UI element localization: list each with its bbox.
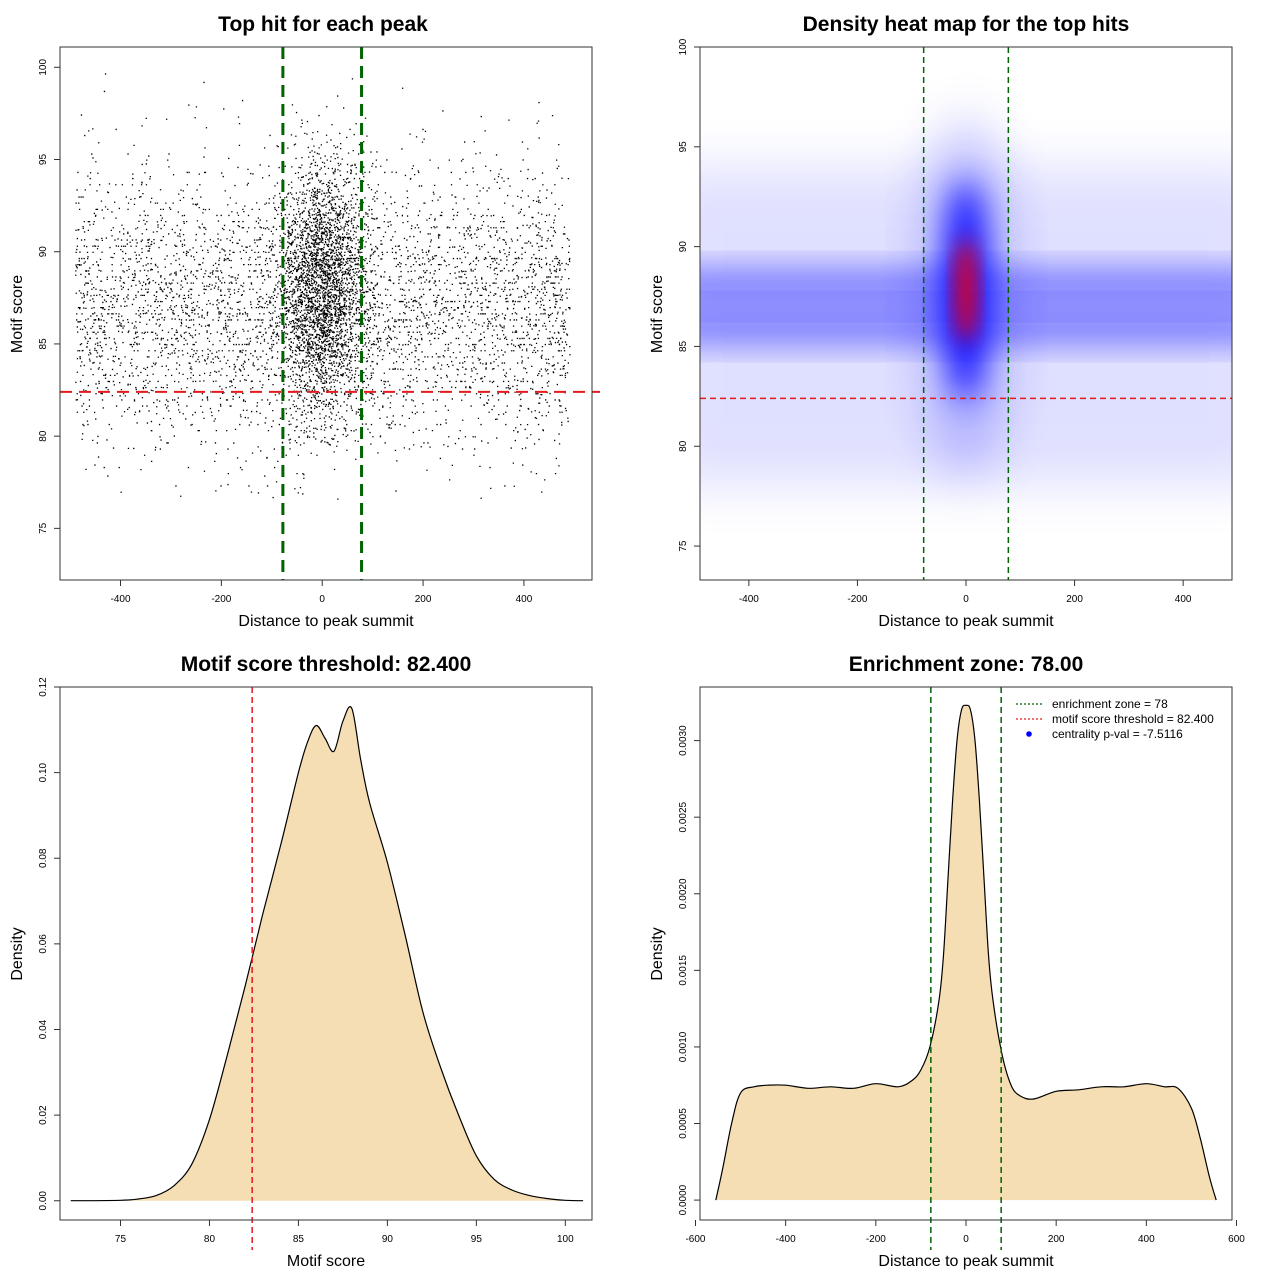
distance-density-x-tick-label: 0 bbox=[963, 1234, 969, 1245]
distance-density-x-tick-label: -600 bbox=[685, 1234, 705, 1245]
score-density-plot-frame bbox=[59, 686, 593, 1221]
distance-density-y-axis-label: Density bbox=[649, 927, 666, 980]
scatter-x-axis-label: Distance to peak summit bbox=[238, 613, 414, 630]
score-density-title: Motif score threshold: 82.400 bbox=[181, 653, 472, 676]
heatmap-x-tick-label: -200 bbox=[847, 594, 867, 605]
scatter-axes: -400 -200 0 200 400 75 80 85 90 95 100 bbox=[38, 46, 593, 605]
distance-density-legend: enrichment zone = 78 motif score thresho… bbox=[1016, 697, 1214, 741]
legend-threshold-label: motif score threshold = 82.400 bbox=[1052, 712, 1214, 726]
scatter-x-tick-label: 200 bbox=[415, 594, 432, 605]
score-density-x-tick-label: 80 bbox=[204, 1234, 216, 1245]
distance-density-axes: -600 -400 -200 0 200 400 600 0.0000 0.0005 0.0010… bbox=[678, 686, 1245, 1245]
score-density-x-axis-label: Motif score bbox=[287, 1253, 365, 1270]
score-density-x-tick-label: 95 bbox=[471, 1234, 483, 1245]
distance-density-fill bbox=[715, 705, 1217, 1201]
distance-density-x-tick-label: 600 bbox=[1228, 1234, 1245, 1245]
distance-density-x-tick-label: 400 bbox=[1138, 1234, 1155, 1245]
heatmap-x-tick-label: 400 bbox=[1175, 594, 1192, 605]
scatter-reference-lines bbox=[60, 47, 600, 580]
score-density-x-tick-label: 85 bbox=[293, 1234, 305, 1245]
score-density-x-tick-label: 75 bbox=[115, 1234, 127, 1245]
heatmap-y-tick-label: 75 bbox=[678, 540, 689, 552]
scatter-x-tick-label: -200 bbox=[211, 594, 231, 605]
scatter-y-tick-label: 80 bbox=[38, 430, 49, 442]
heatmap-reference-lines bbox=[700, 47, 1232, 580]
distance-density-x-tick-label: -200 bbox=[866, 1234, 886, 1245]
distance-density-title: Enrichment zone: 78.00 bbox=[849, 653, 1084, 676]
scatter-plot-frame bbox=[59, 46, 593, 581]
heatmap-panel: Density heat map for the top hits Distan… bbox=[649, 13, 1233, 630]
score-density-y-axis-label: Density bbox=[9, 927, 26, 980]
heatmap-density bbox=[700, 47, 1232, 580]
score-density-y-tick-label: 0.04 bbox=[38, 1019, 49, 1039]
scatter-y-tick-label: 95 bbox=[38, 154, 49, 166]
heatmap-x-tick-label: -400 bbox=[739, 594, 759, 605]
score-density-y-tick-label: 0.12 bbox=[38, 677, 49, 697]
score-density-area bbox=[70, 706, 584, 1202]
legend-pval-label: centrality p-val = -7.5116 bbox=[1052, 727, 1183, 741]
score-density-fill bbox=[70, 706, 584, 1201]
legend-enrichment-label: enrichment zone = 78 bbox=[1052, 697, 1168, 711]
score-density-x-tick-label: 100 bbox=[557, 1234, 574, 1245]
distance-density-area bbox=[715, 704, 1217, 1201]
heatmap-y-axis-label: Motif score bbox=[649, 275, 666, 353]
distance-density-y-tick-label: 0.0000 bbox=[678, 1184, 689, 1215]
score-density-x-tick-label: 90 bbox=[382, 1234, 394, 1245]
scatter-y-tick-label: 85 bbox=[38, 338, 49, 350]
heatmap-x-axis-label: Distance to peak summit bbox=[878, 613, 1054, 630]
heatmap-title: Density heat map for the top hits bbox=[803, 13, 1130, 36]
scatter-x-tick-label: 400 bbox=[516, 594, 533, 605]
distance-density-y-tick-label: 0.0020 bbox=[678, 878, 689, 909]
distance-density-x-axis-label: Distance to peak summit bbox=[878, 1253, 1054, 1270]
heatmap-x-tick-label: 0 bbox=[963, 594, 969, 605]
distance-density-x-tick-label: -400 bbox=[776, 1234, 796, 1245]
score-density-y-tick-label: 0.10 bbox=[38, 762, 49, 782]
scatter-x-tick-label: -400 bbox=[111, 594, 131, 605]
score-density-y-tick-label: 0.06 bbox=[38, 934, 49, 954]
heatmap-hotspot bbox=[956, 238, 976, 343]
scatter-panel: Top hit for each peak Distance to peak s… bbox=[9, 13, 600, 630]
distance-density-y-tick-label: 0.0030 bbox=[678, 725, 689, 756]
score-density-curve bbox=[70, 706, 584, 1202]
heatmap-x-tick-label: 200 bbox=[1066, 594, 1083, 605]
score-density-y-tick-label: 0.08 bbox=[38, 848, 49, 868]
score-density-panel: Motif score threshold: 82.400 Motif scor… bbox=[9, 653, 593, 1270]
scatter-y-axis-label: Motif score bbox=[9, 275, 26, 353]
heatmap-axes: -400 -200 0 200 400 75 80 85 90 95 100 bbox=[678, 38, 1233, 605]
scatter-y-tick-label: 100 bbox=[38, 59, 49, 76]
distance-density-reference-lines bbox=[930, 687, 1002, 1250]
distance-density-y-tick-label: 0.0025 bbox=[678, 801, 689, 832]
heatmap-y-tick-label: 90 bbox=[678, 241, 689, 253]
heatmap-y-tick-label: 100 bbox=[678, 38, 689, 55]
heatmap-y-tick-label: 80 bbox=[678, 440, 689, 452]
distance-density-y-tick-label: 0.0010 bbox=[678, 1031, 689, 1062]
distance-density-y-tick-label: 0.0005 bbox=[678, 1108, 689, 1139]
score-density-axes: 75 80 85 90 95 100 0.00 0.02 0.04 0.06 0.08 0.10 0.1… bbox=[38, 677, 593, 1245]
heatmap-y-tick-label: 85 bbox=[678, 340, 689, 352]
distance-density-x-tick-label: 200 bbox=[1048, 1234, 1065, 1245]
distance-density-panel: Enrichment zone: 78.00 Distance to peak … bbox=[649, 653, 1245, 1270]
score-density-y-tick-label: 0.02 bbox=[38, 1105, 49, 1125]
distance-density-y-tick-label: 0.0015 bbox=[678, 955, 689, 986]
scatter-y-tick-label: 75 bbox=[38, 522, 49, 534]
distance-density-curve bbox=[715, 704, 1217, 1201]
score-density-y-tick-label: 0.00 bbox=[38, 1191, 49, 1211]
legend-pval-marker bbox=[1026, 731, 1032, 737]
scatter-x-tick-label: 0 bbox=[319, 594, 325, 605]
heatmap-y-tick-label: 95 bbox=[678, 141, 689, 153]
scatter-y-tick-label: 90 bbox=[38, 246, 49, 258]
scatter-title: Top hit for each peak bbox=[218, 13, 428, 36]
